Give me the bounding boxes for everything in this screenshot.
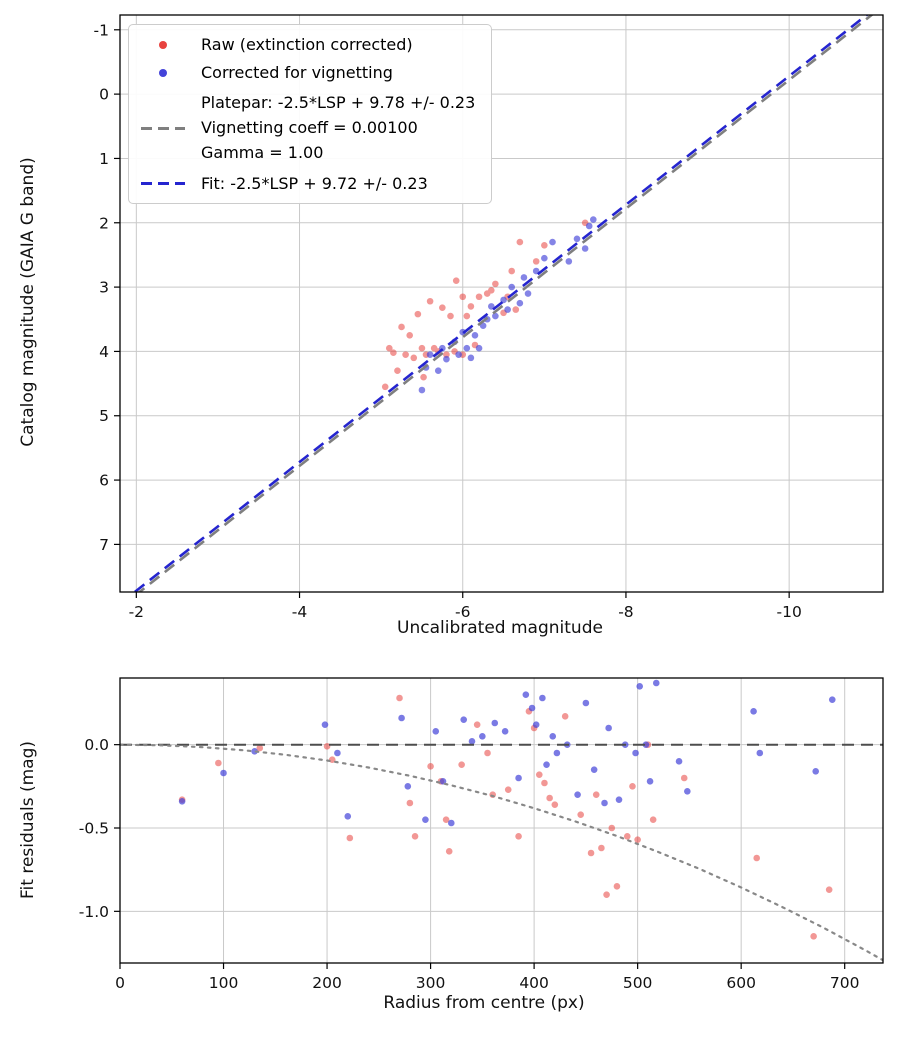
svg-text:-0.5: -0.5 [79, 820, 109, 838]
series-raw-residuals [178, 694, 833, 940]
svg-text:200: 200 [312, 974, 342, 992]
series-platepar-line [137, 15, 874, 592]
svg-text:0: 0 [115, 974, 125, 992]
legend-label-platepar: Platepar: -2.5*LSP + 9.78 +/- 0.23 [201, 93, 476, 112]
gray-dashed-line-icon [139, 126, 187, 130]
legend-entry-fit: Fit: -2.5*LSP + 9.72 +/- 0.23 [139, 174, 475, 193]
series-corrected-residuals [178, 679, 836, 827]
svg-text:300: 300 [416, 974, 446, 992]
legend-label-vignetting-coeff: Vignetting coeff = 0.00100 [201, 117, 418, 137]
bottom-x-axis-label: Radius from centre (px) [383, 993, 585, 1013]
fit-residuals-plot: 0 100 200 300 400 500 600 700 0.0 -0.5 -1.0 [79, 677, 884, 992]
svg-text:-1.0: -1.0 [79, 903, 109, 921]
tick-labels: 0 100 200 300 400 500 600 700 0.0 -0.5 -1.0 [79, 736, 860, 992]
svg-text:0: 0 [99, 86, 109, 104]
series-vignetting-model [120, 743, 883, 962]
svg-text:4: 4 [99, 343, 109, 361]
blue-dashed-line-icon [139, 182, 187, 186]
svg-text:1: 1 [99, 150, 109, 168]
svg-text:-1: -1 [94, 21, 109, 39]
blue-dot-marker-icon [139, 68, 187, 77]
svg-text:0.0: 0.0 [84, 736, 109, 754]
svg-text:3: 3 [99, 279, 109, 297]
legend-label-gamma: Gamma = 1.00 [201, 142, 324, 162]
svg-text:5: 5 [99, 407, 109, 425]
svg-text:400: 400 [519, 974, 549, 992]
axes-spines [119, 677, 884, 964]
legend-label-raw: Raw (extinction corrected) [201, 35, 413, 54]
svg-text:-2: -2 [129, 603, 144, 621]
legend-label-corrected: Corrected for vignetting [201, 63, 393, 82]
svg-text:600: 600 [726, 974, 756, 992]
top-x-axis-label: Uncalibrated magnitude [397, 618, 603, 638]
series-corrected-for-vignetting [418, 216, 597, 394]
axes-spines [119, 14, 884, 593]
red-dot-marker-icon [139, 40, 187, 49]
svg-text:700: 700 [830, 974, 860, 992]
legend-entry-platepar: Platepar: -2.5*LSP + 9.78 +/- 0.23 Vigne… [139, 91, 475, 165]
legend-entry-raw: Raw (extinction corrected) [139, 35, 475, 54]
svg-text:-8: -8 [618, 603, 633, 621]
svg-text:-6: -6 [455, 603, 470, 621]
grid-lines [119, 678, 883, 963]
svg-text:-10: -10 [776, 603, 801, 621]
svg-text:100: 100 [209, 974, 239, 992]
series-fit-line [132, 15, 869, 592]
top-y-axis-label: Catalog magnitude (GAIA G band) [18, 157, 38, 447]
series-raw-extinction-corrected- [381, 219, 589, 391]
svg-text:500: 500 [623, 974, 653, 992]
svg-text:2: 2 [99, 214, 109, 232]
svg-text:7: 7 [99, 536, 109, 554]
legend-entry-corrected: Corrected for vignetting [139, 63, 475, 82]
bottom-y-axis-label: Fit residuals (mag) [18, 741, 38, 899]
legend-label-fit: Fit: -2.5*LSP + 9.72 +/- 0.23 [201, 174, 428, 194]
svg-text:6: 6 [99, 472, 109, 490]
legend: Raw (extinction corrected) Corrected for… [128, 24, 493, 205]
svg-text:-4: -4 [292, 603, 307, 621]
